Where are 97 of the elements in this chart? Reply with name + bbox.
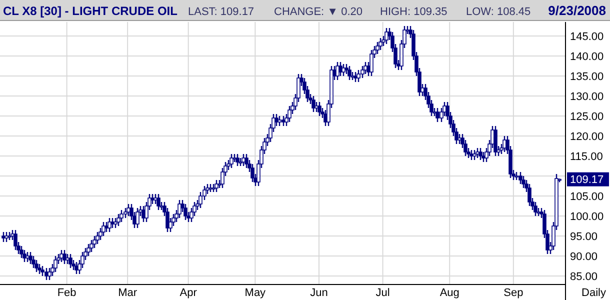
candlestick xyxy=(318,101,322,117)
candlestick xyxy=(472,149,476,161)
y-tick-label: 125.00 xyxy=(570,110,604,123)
candlestick xyxy=(114,217,118,229)
candlestick xyxy=(436,107,440,123)
candlestick xyxy=(86,243,90,257)
candlestick xyxy=(110,217,114,229)
candlestick xyxy=(124,207,128,219)
candlestick xyxy=(236,153,240,167)
candlestick xyxy=(20,245,24,259)
y-tick-label: 85.00 xyxy=(570,270,598,283)
candlestick xyxy=(282,115,286,127)
x-tick-label: Jul xyxy=(376,287,390,299)
candlestick xyxy=(356,69,360,83)
candlestick xyxy=(312,95,316,113)
candlestick xyxy=(54,255,58,273)
candlestick xyxy=(288,105,292,123)
candlestick xyxy=(470,149,474,161)
candlestick xyxy=(518,171,522,185)
x-tick-label: May xyxy=(244,287,266,299)
candlestick xyxy=(458,133,462,145)
candlestick xyxy=(2,231,6,243)
candlestick xyxy=(360,65,364,79)
candlestick xyxy=(136,207,140,229)
x-tick-label: Aug xyxy=(440,287,460,299)
y-tick-label: 130.00 xyxy=(570,90,604,103)
candlestick xyxy=(244,153,248,169)
candlestick xyxy=(150,193,154,205)
y-tick-label: 140.00 xyxy=(570,50,604,63)
candlestick xyxy=(34,259,38,273)
y-tick-label: 145.00 xyxy=(570,30,604,43)
candlestick xyxy=(62,249,66,265)
text: LAST: 109.17 xyxy=(188,6,254,18)
candlestick xyxy=(120,209,124,223)
candlestick xyxy=(338,61,342,77)
candlestick xyxy=(22,249,26,263)
candlestick xyxy=(154,193,158,205)
y-tick-label: 135.00 xyxy=(570,70,604,83)
chart-title: CL X8 [30] - LIGHT CRUDE OIL xyxy=(3,4,178,18)
candlestick xyxy=(92,235,96,249)
text: HIGH: 109.35 xyxy=(380,6,448,18)
candlestick xyxy=(14,229,18,251)
y-tick-label: 90.00 xyxy=(570,250,598,263)
text: CHANGE: ▼ 0.20 xyxy=(274,6,363,18)
y-tick-label: 120.00 xyxy=(570,130,604,143)
candlestick xyxy=(370,49,374,77)
candlestick xyxy=(476,147,480,159)
candlestick xyxy=(184,203,188,221)
annotation: 109.17 xyxy=(570,174,604,186)
candlestick xyxy=(528,183,532,207)
candlestick xyxy=(102,221,106,237)
y-tick-label: 100.00 xyxy=(570,210,604,223)
candlestick xyxy=(90,239,94,253)
x-tick-label: Jun xyxy=(310,287,328,299)
candlestick xyxy=(230,153,234,169)
candlestick xyxy=(156,193,160,211)
candlestick xyxy=(28,251,32,265)
candlestick xyxy=(336,61,340,81)
candlestick xyxy=(378,37,382,51)
candlestick xyxy=(384,27,388,45)
candlestick xyxy=(522,175,526,189)
x-tick-label: Mar xyxy=(118,287,138,299)
y-tick-label: 95.00 xyxy=(570,230,598,243)
candlestick xyxy=(214,179,218,193)
x-tick-label: Feb xyxy=(57,287,76,299)
candlestick xyxy=(68,253,72,269)
candlestick xyxy=(96,231,100,245)
candlestick xyxy=(40,265,44,277)
candlestick xyxy=(4,231,8,243)
candlestick xyxy=(314,101,318,113)
text: Daily xyxy=(582,287,606,299)
candlestick xyxy=(26,251,30,263)
candlestick xyxy=(376,41,380,55)
x-tick-label: Sep xyxy=(504,287,524,299)
x-tick-label: Apr xyxy=(180,287,198,299)
text: LOW: 108.45 xyxy=(466,6,531,18)
candlestick xyxy=(342,63,346,77)
candlestick xyxy=(494,125,498,157)
candlestick xyxy=(178,199,182,219)
candlestick xyxy=(478,147,482,161)
candlestick xyxy=(278,115,282,127)
candlestick xyxy=(250,163,254,183)
y-tick-label: 105.00 xyxy=(570,190,604,203)
candlestick xyxy=(534,201,538,217)
candlestick xyxy=(274,113,278,127)
candlestick xyxy=(104,221,108,233)
y-tick-label: 115.00 xyxy=(570,150,603,163)
candlestick xyxy=(66,253,70,265)
candlestick xyxy=(116,213,120,227)
text: 9/23/2008 xyxy=(548,3,606,18)
candlestick xyxy=(108,217,112,233)
candlestick xyxy=(348,65,352,81)
candlestick xyxy=(38,263,42,275)
candlestick xyxy=(482,151,486,163)
candlestick xyxy=(354,71,358,83)
candlestick xyxy=(32,255,36,269)
candlestick xyxy=(48,267,52,281)
